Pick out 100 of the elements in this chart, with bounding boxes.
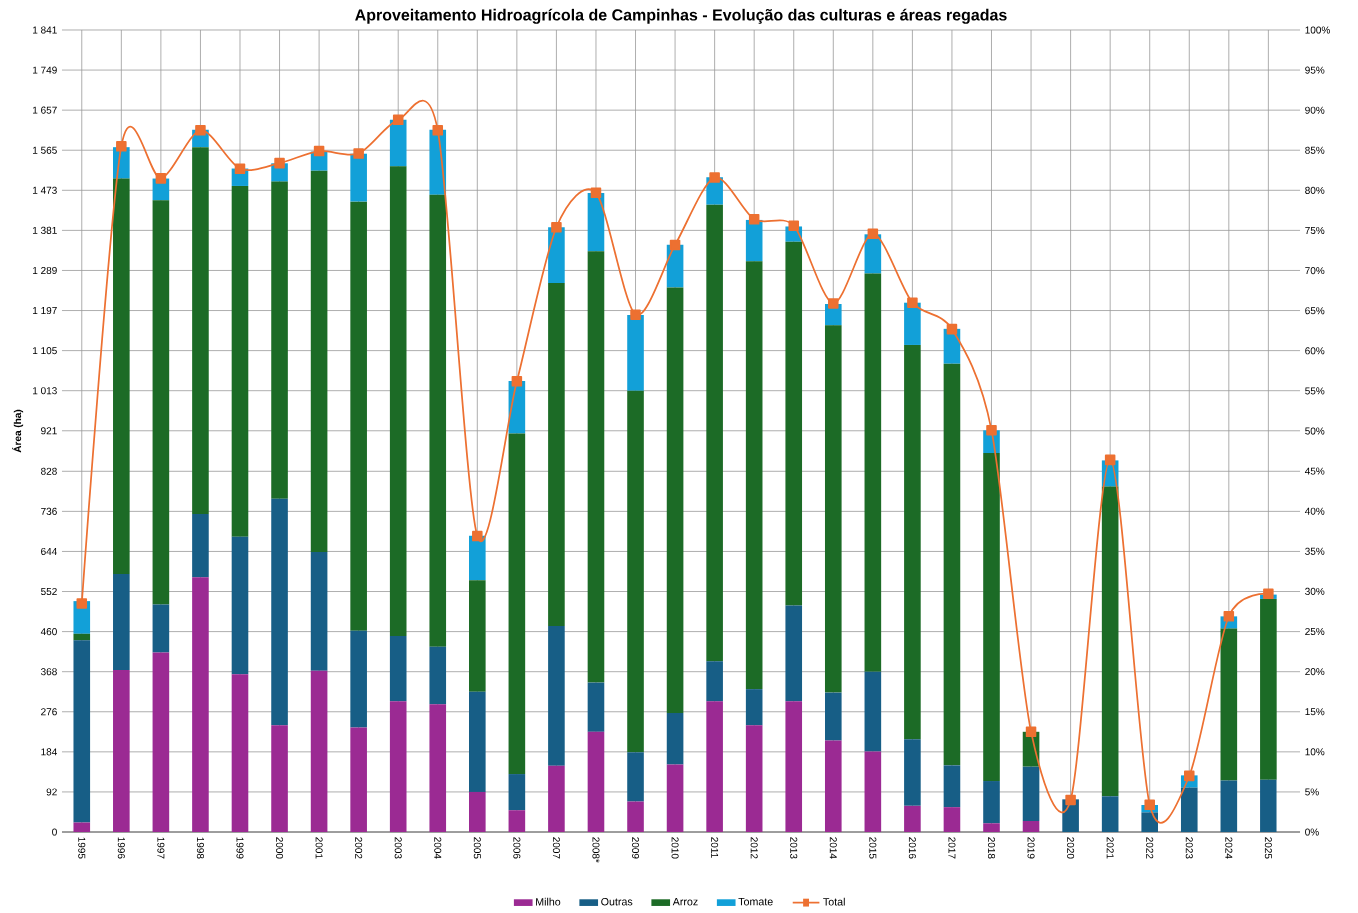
bar: [271, 181, 288, 499]
bar: [785, 605, 803, 702]
y-tick-label: 644: [41, 548, 57, 556]
bar: [508, 433, 526, 775]
y2-tick-label: 80%: [1305, 186, 1325, 195]
point: [1263, 588, 1274, 600]
bar: [824, 325, 842, 693]
bar: [113, 574, 130, 671]
bar: [429, 704, 447, 833]
bar: [508, 810, 526, 833]
y2-tick-label: 45%: [1304, 467, 1325, 475]
y2-tick-label: 5%: [1305, 788, 1319, 796]
bar: [548, 626, 565, 766]
bar: [864, 671, 882, 752]
bar: [350, 630, 367, 728]
y2-tick-label: 70%: [1305, 267, 1325, 275]
bar: [1260, 779, 1277, 833]
bar: [271, 725, 288, 833]
bar: [389, 701, 407, 833]
bar: [983, 453, 1000, 782]
y2-tick-label: 65%: [1305, 307, 1325, 315]
bar: [706, 701, 723, 833]
bar: [745, 725, 763, 833]
y2-tick-label: 0%: [1305, 828, 1319, 836]
bar: [231, 536, 249, 675]
y2-tick-label: 50%: [1305, 427, 1325, 435]
point: [986, 425, 997, 436]
bar: [231, 674, 249, 833]
y-tick-label: 1 841: [33, 26, 57, 34]
chart-title: Aproveitamento Hidroagrícola de Campinhas - Evolução das culturas e áreas regadas: [355, 8, 1007, 24]
bar: [310, 551, 328, 671]
y2-tick-label: 55%: [1305, 387, 1325, 395]
bar: [627, 752, 644, 802]
bar: [548, 283, 565, 627]
bar: [983, 781, 1000, 824]
point: [116, 141, 127, 152]
x-tick-label: 2002: [355, 837, 363, 859]
y2-tick-label: 100%: [1305, 26, 1330, 34]
y-tick-label: 921: [41, 427, 57, 435]
bar: [113, 178, 130, 575]
bar: [1141, 812, 1159, 833]
bar: [1022, 821, 1040, 833]
x-tick-label: 2014: [829, 837, 837, 859]
bar: [350, 201, 367, 631]
bar: [706, 204, 723, 662]
bar: [587, 731, 605, 833]
bar: [271, 498, 288, 726]
bar: [1220, 628, 1238, 781]
point: [392, 114, 404, 126]
y-tick-label: 828: [41, 467, 57, 475]
x-tick-label: 2001: [315, 837, 323, 859]
y2-tick-label: 30%: [1305, 587, 1325, 596]
x-tick-label: 2009: [631, 837, 640, 859]
bar: [1220, 780, 1238, 833]
x-tick-label: 2022: [1146, 837, 1154, 859]
bar: [192, 514, 209, 578]
x-tick-label: 2012: [750, 837, 758, 859]
bar: [469, 792, 486, 833]
x-tick-label: 2004: [434, 837, 442, 859]
point: [907, 297, 918, 309]
bar: [666, 287, 684, 714]
bar: [429, 194, 447, 647]
y-tick-label: 1 197: [33, 307, 57, 315]
point: [590, 187, 602, 199]
point: [195, 125, 206, 136]
point: [1104, 454, 1116, 466]
y-tick-label: 1 013: [33, 387, 57, 395]
bar: [350, 153, 367, 202]
bar: [627, 314, 644, 391]
bar: [666, 764, 684, 833]
y2-tick-label: 90%: [1305, 106, 1325, 114]
x-tick-label: 1997: [157, 837, 165, 859]
bar: [706, 661, 723, 702]
bar: [113, 670, 130, 833]
point: [669, 239, 681, 251]
x-tick-label: 2019: [1027, 837, 1035, 859]
bar: [1180, 787, 1198, 833]
bar: [469, 691, 486, 793]
bar: [1022, 766, 1040, 822]
bar: [389, 166, 407, 637]
bar: [1260, 599, 1277, 780]
y-tick-label: 1 473: [33, 186, 57, 194]
x-tick-label: 2007: [552, 837, 560, 859]
x-tick-label: 2006: [513, 837, 521, 859]
bar: [666, 713, 684, 765]
y2-tick-label: 85%: [1305, 146, 1325, 154]
bar: [745, 689, 763, 726]
bar: [587, 682, 605, 732]
bar: [231, 186, 249, 537]
y-tick-label: 1 657: [33, 106, 57, 114]
bar: [983, 823, 1000, 833]
y-tick-label: 1 105: [33, 347, 57, 355]
bar: [904, 302, 921, 346]
y-tick-label: 1 565: [33, 146, 57, 154]
x-tick-label: 2024: [1225, 837, 1233, 859]
bar: [745, 261, 763, 690]
point: [511, 376, 523, 387]
y-tick-label: 368: [40, 668, 57, 676]
y2-tick-label: 15%: [1305, 708, 1325, 716]
bar: [1101, 796, 1119, 833]
